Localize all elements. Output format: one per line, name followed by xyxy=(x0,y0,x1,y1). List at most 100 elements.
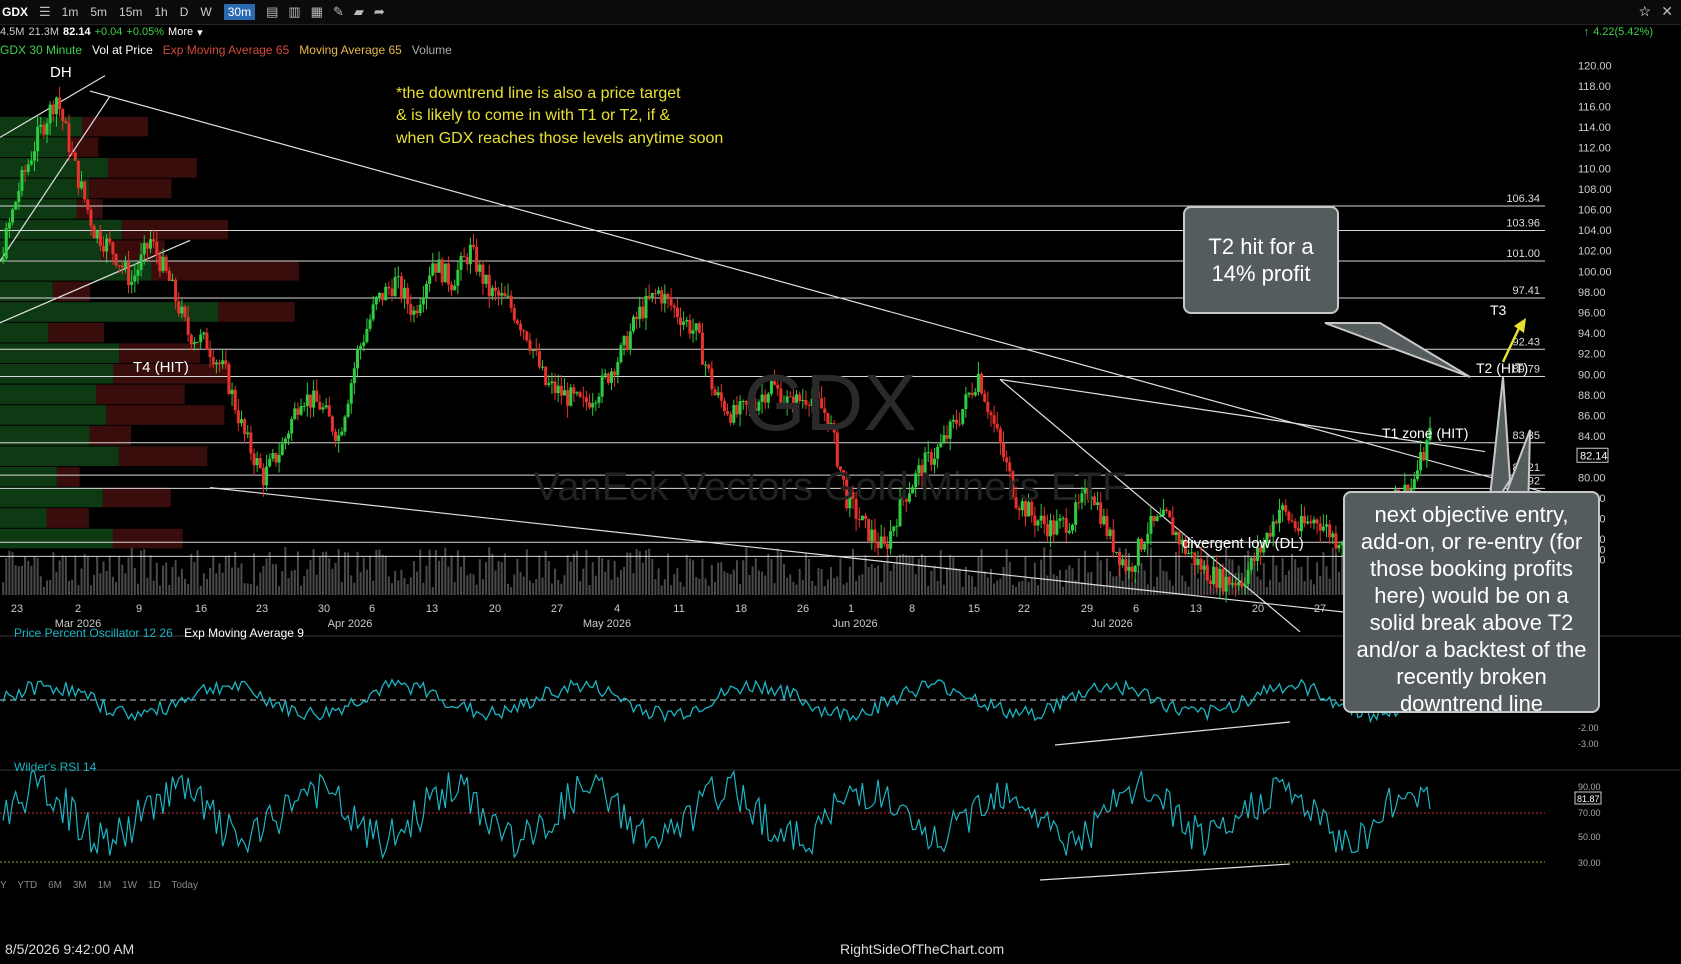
candle-body xyxy=(635,316,639,320)
ppo-label[interactable]: Price Percent Oscillator 12 26 xyxy=(14,626,173,640)
vap-bar-up xyxy=(0,240,102,260)
candle-body xyxy=(719,392,723,401)
candle-body xyxy=(130,281,134,286)
date-tick: 26 xyxy=(797,603,809,615)
tf-d[interactable]: D xyxy=(179,5,189,19)
symbol-label[interactable]: GDX xyxy=(2,5,29,19)
volume-bar xyxy=(158,585,161,595)
candle-body xyxy=(352,368,356,384)
candle-body xyxy=(381,292,385,301)
volume-bar xyxy=(422,582,425,595)
candle-body xyxy=(283,438,287,444)
legend-symbol[interactable]: GDX 30 Minute xyxy=(0,43,83,57)
volume-bar xyxy=(140,550,143,595)
folder-icon[interactable]: ▰ xyxy=(353,4,364,19)
volume-bar xyxy=(390,583,393,595)
tf-w[interactable]: W xyxy=(200,5,212,19)
rsi-tick: 90.00 xyxy=(1578,782,1601,792)
volume-bar xyxy=(494,570,497,595)
tf-1m[interactable]: 1m xyxy=(61,5,79,19)
candle-body xyxy=(904,498,908,502)
share-icon[interactable]: ➦ xyxy=(373,4,385,19)
tf-30m[interactable]: 30m xyxy=(223,4,256,20)
volume-bar xyxy=(1325,566,1328,595)
candle-body xyxy=(11,209,15,223)
volume-bar xyxy=(547,561,550,595)
right-change-value: 4.22(5.42%) xyxy=(1593,26,1653,38)
range-1w[interactable]: 1W xyxy=(122,880,138,891)
candle-body xyxy=(1064,518,1068,533)
candle-body xyxy=(644,295,648,319)
list-icon[interactable]: ☰ xyxy=(39,4,51,19)
ppo-ema-label[interactable]: Exp Moving Average 9 xyxy=(184,626,304,640)
range-1d[interactable]: 1D xyxy=(147,880,161,891)
volume-bar xyxy=(190,553,193,595)
range-today[interactable]: Today xyxy=(171,880,198,891)
candle-body xyxy=(732,405,736,423)
dh-label: DH xyxy=(50,64,72,81)
trendlines xyxy=(0,75,1566,633)
rsi-tick: 50.00 xyxy=(1578,832,1601,842)
candle-body xyxy=(1096,502,1100,505)
candle-body xyxy=(308,394,312,408)
range-6m[interactable]: 6M xyxy=(48,880,62,891)
candle-body xyxy=(512,308,516,321)
legend-ma[interactable]: Moving Average 65 xyxy=(299,43,402,57)
candle-body xyxy=(70,152,74,154)
chevron-down-icon[interactable]: ▾ xyxy=(197,26,203,39)
rsi-divergence-line xyxy=(1039,863,1291,881)
volume-bar xyxy=(441,556,444,595)
range-ytd[interactable]: YTD xyxy=(17,880,38,891)
volume-bar xyxy=(315,574,318,595)
volume-bar xyxy=(259,572,262,595)
rsi-label[interactable]: Wilder's RSI 14 xyxy=(14,760,97,774)
volume-bar xyxy=(115,582,118,595)
range-1m[interactable]: 1M xyxy=(97,880,112,891)
tf-1h[interactable]: 1h xyxy=(154,5,168,19)
calculator-icon[interactable]: ▦ xyxy=(310,4,323,19)
volume-bar xyxy=(842,584,845,595)
candle-body xyxy=(663,294,667,304)
candle-body xyxy=(1127,566,1131,571)
volume-bar xyxy=(256,585,259,595)
volume-bar xyxy=(1243,555,1246,595)
more-dropdown[interactable]: More xyxy=(168,26,194,38)
price-tick: 114.00 xyxy=(1578,122,1611,134)
candle-body xyxy=(1030,501,1034,516)
star-icon[interactable]: ☆ xyxy=(1638,3,1651,19)
candle-body xyxy=(453,285,457,291)
volume-bar xyxy=(880,582,883,595)
close-icon[interactable]: ✕ xyxy=(1661,3,1673,19)
chart-type-icon[interactable]: ▤ xyxy=(266,4,279,19)
volume-bar xyxy=(993,583,996,595)
volume-bar xyxy=(74,555,77,595)
volume-bar xyxy=(1024,556,1027,595)
bars-icon[interactable]: ▥ xyxy=(288,4,301,19)
candle-body xyxy=(236,410,240,424)
range-y[interactable]: Y xyxy=(0,880,7,891)
volume-bar xyxy=(996,580,999,595)
legend-volume[interactable]: Volume xyxy=(411,43,452,57)
candle-body xyxy=(224,360,228,365)
range-3m[interactable]: 3M xyxy=(72,880,87,891)
t4-label: T4 (HIT) xyxy=(133,359,189,376)
legend-ema[interactable]: Exp Moving Average 65 xyxy=(162,43,290,57)
date-tick: 20 xyxy=(489,603,501,615)
volume-bar xyxy=(1002,566,1005,595)
legend-vap[interactable]: Vol at Price xyxy=(92,43,153,57)
volume-bar xyxy=(983,571,986,595)
volume-bar xyxy=(231,567,234,595)
vap-bar-up xyxy=(0,302,219,322)
volume-bar xyxy=(886,554,889,595)
volume-bar xyxy=(403,578,406,595)
candle-body xyxy=(970,392,974,396)
tf-5m[interactable]: 5m xyxy=(90,5,108,19)
pencil-icon[interactable]: ✎ xyxy=(332,4,344,19)
candle-body xyxy=(541,366,545,368)
candle-body xyxy=(61,109,65,121)
tf-15m[interactable]: 15m xyxy=(119,5,143,19)
volume-bar xyxy=(1068,565,1071,595)
volume-bar xyxy=(246,583,249,595)
volume-bar xyxy=(149,555,152,595)
candle-body xyxy=(1,258,5,261)
